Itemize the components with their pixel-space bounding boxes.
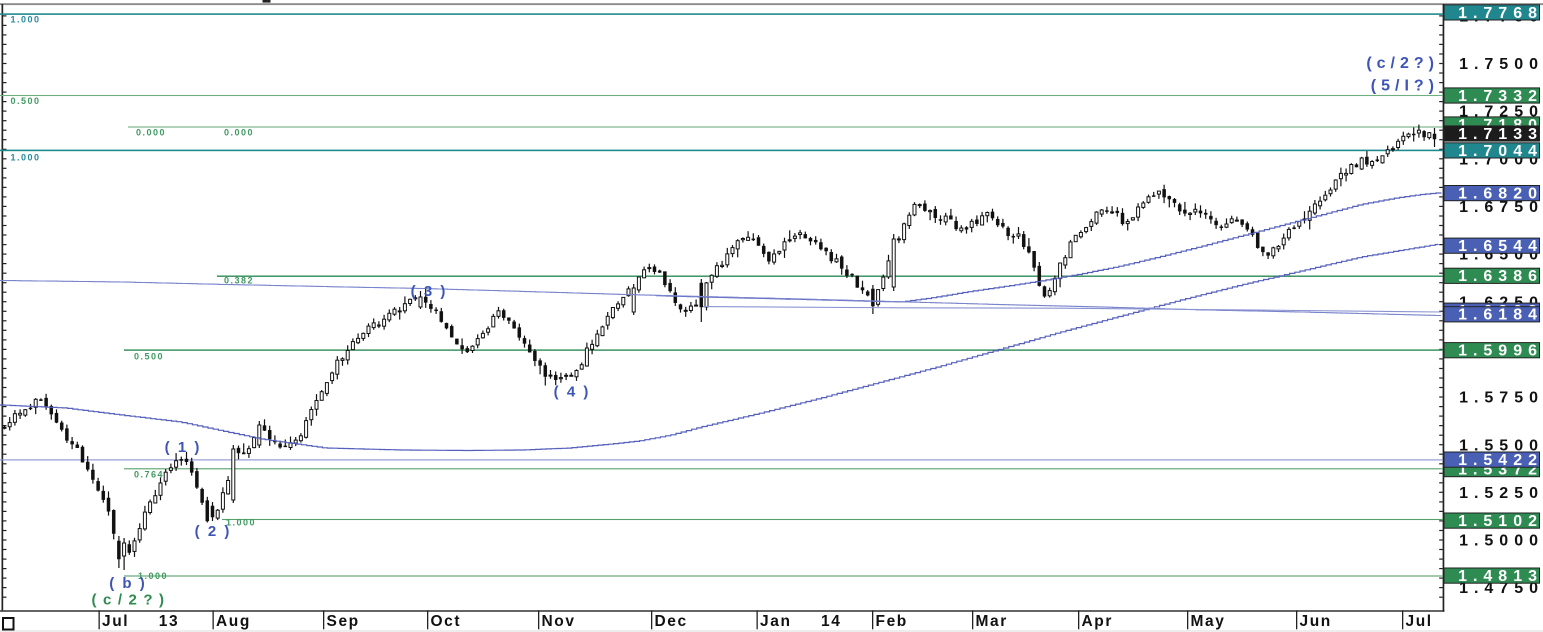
svg-text:Dec: Dec xyxy=(655,613,688,630)
svg-text:Nov: Nov xyxy=(542,613,576,630)
svg-text:1.6820: 1.6820 xyxy=(1458,186,1543,203)
svg-text:Aug: Aug xyxy=(216,613,251,630)
svg-text:( 1 ): ( 1 ) xyxy=(165,439,202,456)
svg-text:0.764: 0.764 xyxy=(134,470,164,480)
svg-text:(c/2?): (c/2?) xyxy=(91,592,170,609)
svg-text:Sep: Sep xyxy=(327,613,360,630)
svg-text:1.6184: 1.6184 xyxy=(1458,307,1543,324)
svg-text:Jul: Jul xyxy=(1406,613,1433,630)
svg-text:( 2 ): ( 2 ) xyxy=(195,523,232,540)
svg-text:1.4750: 1.4750 xyxy=(1459,580,1543,597)
svg-text:1.5422: 1.5422 xyxy=(1458,452,1543,469)
svg-text:1.6750: 1.6750 xyxy=(1459,199,1543,216)
svg-text:0.000: 0.000 xyxy=(136,128,166,138)
svg-text:1.5000: 1.5000 xyxy=(1459,533,1543,550)
svg-text:1.000: 1.000 xyxy=(11,153,41,163)
svg-text:0.500: 0.500 xyxy=(11,96,41,106)
svg-text:1.7500: 1.7500 xyxy=(1459,56,1543,73)
svg-text:1.5500: 1.5500 xyxy=(1459,437,1543,454)
svg-text:1.000: 1.000 xyxy=(11,15,41,25)
svg-text:1.5102: 1.5102 xyxy=(1458,513,1543,530)
svg-text:1.4813: 1.4813 xyxy=(1458,568,1543,585)
svg-text:1.7133: 1.7133 xyxy=(1458,126,1543,143)
svg-text:1.7768: 1.7768 xyxy=(1458,5,1543,22)
svg-text:( 4 ): ( 4 ) xyxy=(554,384,591,401)
svg-text:( 3 ): ( 3 ) xyxy=(411,283,448,300)
svg-text:1.5996: 1.5996 xyxy=(1458,343,1543,360)
svg-text:1.7332: 1.7332 xyxy=(1458,88,1543,105)
svg-text:(c/2?): (c/2?) xyxy=(1366,55,1439,72)
svg-text:May: May xyxy=(1191,613,1226,630)
svg-text:1.7044: 1.7044 xyxy=(1458,143,1543,160)
svg-text:1.000: 1.000 xyxy=(226,518,256,528)
svg-text:Jan 14: Jan 14 xyxy=(760,613,841,630)
svg-text:1.5250: 1.5250 xyxy=(1459,485,1543,502)
svg-text:0.500: 0.500 xyxy=(134,352,164,362)
svg-text:1.5750: 1.5750 xyxy=(1459,390,1543,407)
svg-text:1.000: 1.000 xyxy=(138,571,168,581)
svg-text:0.000: 0.000 xyxy=(224,128,254,138)
svg-text:(5/I?): (5/I?) xyxy=(1371,78,1439,95)
svg-text:Apr: Apr xyxy=(1082,613,1114,630)
svg-text:Mar: Mar xyxy=(976,613,1008,630)
svg-text:1.6544: 1.6544 xyxy=(1458,238,1543,255)
svg-text:Jul 13: Jul 13 xyxy=(102,613,179,630)
svg-text:Feb: Feb xyxy=(876,613,908,630)
svg-text:Oct: Oct xyxy=(431,613,462,630)
svg-text:0.382: 0.382 xyxy=(224,276,254,286)
svg-text:1.6386: 1.6386 xyxy=(1458,268,1543,285)
svg-text:Jun: Jun xyxy=(1300,613,1332,630)
svg-text:( b ): ( b ) xyxy=(109,575,147,592)
